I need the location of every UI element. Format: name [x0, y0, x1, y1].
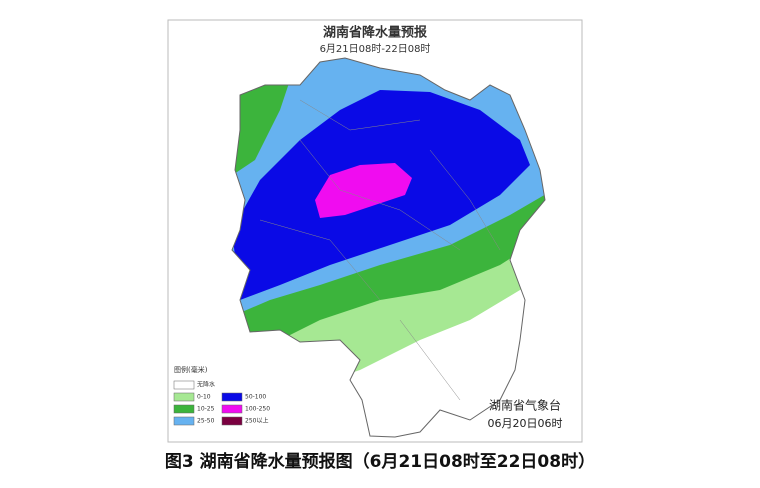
province-outline [231, 57, 546, 438]
caption: 图3 湖南省降水量预报图（6月21日08时至22日08时） [165, 451, 595, 472]
county-lines [259, 99, 501, 401]
legend-title: 图例(毫米) [174, 365, 208, 374]
legend-swatch [221, 416, 243, 426]
issue-time: 06月20日06时 [488, 417, 563, 430]
agency: 湖南省气象台 [489, 398, 561, 413]
legend-label: 10-25 [197, 406, 215, 413]
legend-swatch [173, 416, 195, 426]
legend-label: 50-100 [245, 394, 266, 401]
map-title: 湖南省降水量预报 [323, 25, 428, 41]
legend-swatch [173, 380, 195, 390]
legend: 图例(毫米) 无降水 0-10 10-25 25-50 50-100 100-250 250… [173, 365, 270, 426]
legend-label: 250以上 [245, 417, 268, 425]
legend-swatch [221, 392, 243, 402]
map-subtitle: 6月21日08时-22日08时 [320, 43, 431, 55]
band-100-250 [315, 163, 412, 218]
legend-swatch [173, 392, 195, 402]
legend-swatch [221, 404, 243, 414]
legend-label: 无降水 [197, 381, 215, 389]
legend-label: 25-50 [197, 418, 215, 425]
legend-swatch [173, 404, 195, 414]
legend-label: 0-10 [197, 394, 211, 401]
boundary [259, 99, 501, 401]
legend-label: 100-250 [245, 406, 270, 413]
